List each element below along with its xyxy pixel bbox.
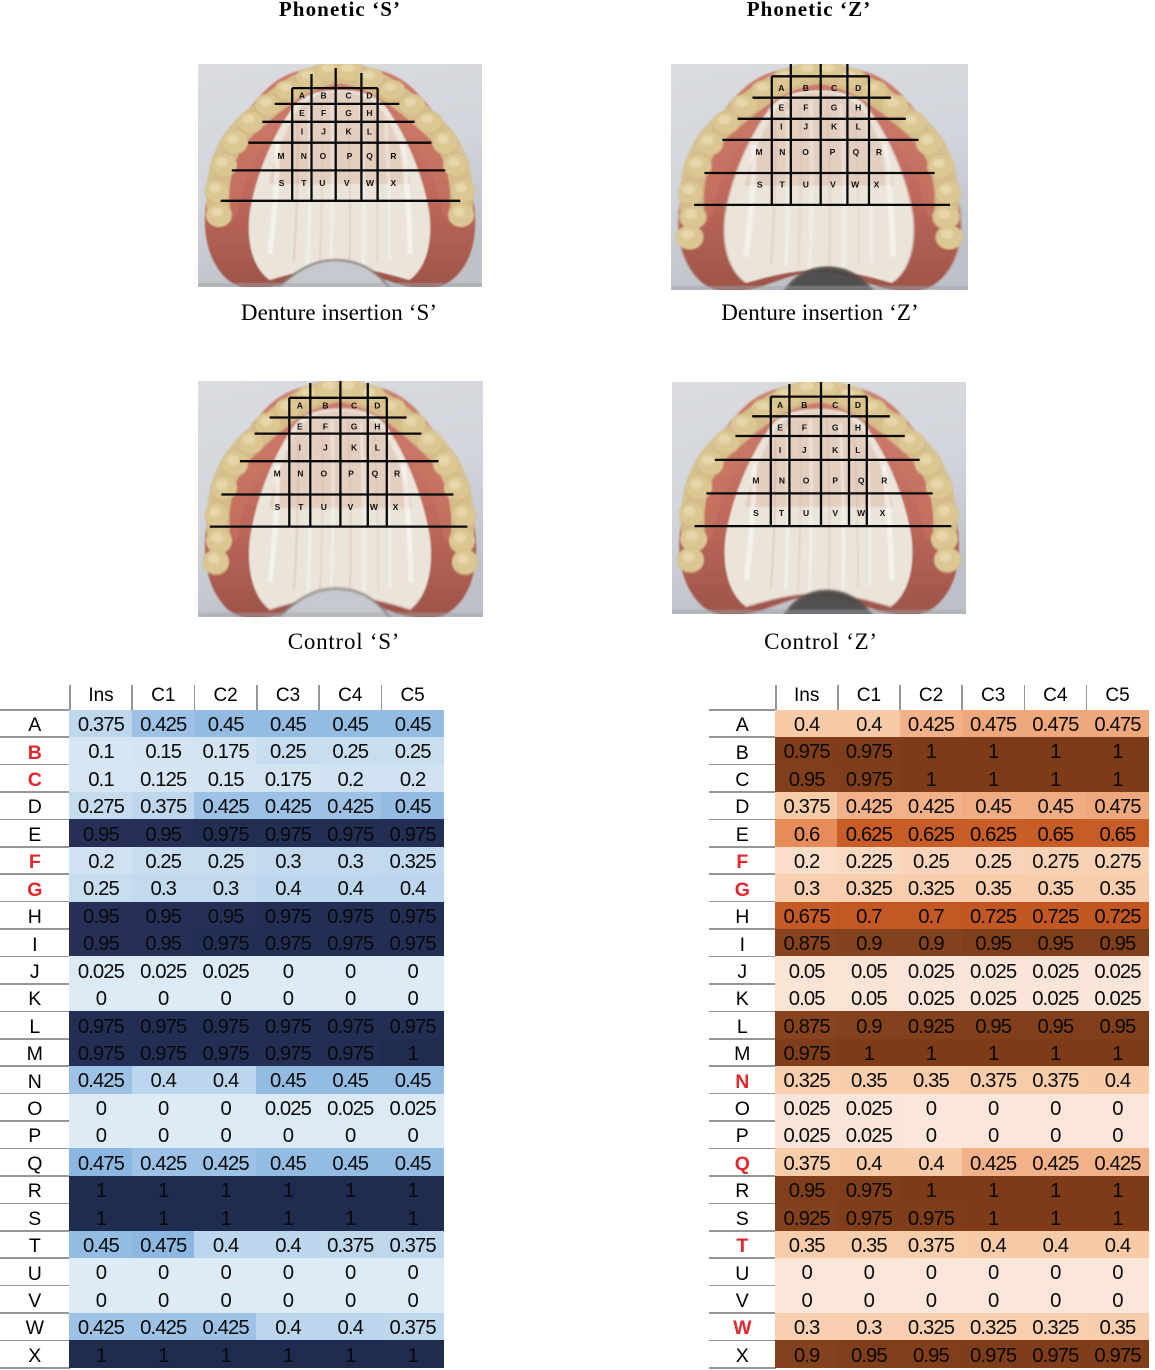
svg-text:X: X (393, 502, 399, 512)
svg-text:O: O (320, 151, 327, 161)
svg-text:T: T (301, 178, 307, 188)
svg-text:S: S (275, 502, 281, 512)
svg-text:X: X (880, 508, 886, 518)
svg-text:X: X (874, 179, 880, 189)
svg-text:I: I (299, 443, 301, 453)
svg-text:S: S (753, 508, 759, 518)
svg-text:U: U (803, 508, 809, 518)
svg-text:E: E (777, 423, 783, 433)
svg-text:M: M (277, 151, 284, 161)
svg-text:Q: Q (372, 469, 379, 479)
svg-text:G: G (832, 423, 839, 433)
svg-text:O: O (803, 476, 810, 486)
svg-text:G: G (351, 422, 358, 432)
svg-text:F: F (802, 423, 807, 433)
svg-text:G: G (345, 108, 352, 118)
svg-text:J: J (321, 127, 326, 137)
svg-text:R: R (876, 147, 882, 157)
svg-text:E: E (299, 108, 305, 118)
svg-text:V: V (348, 502, 354, 512)
svg-text:W: W (857, 508, 866, 518)
svg-text:G: G (831, 103, 838, 113)
svg-text:J: J (802, 445, 807, 455)
svg-text:B: B (801, 400, 807, 410)
svg-text:S: S (279, 178, 285, 188)
svg-text:A: A (777, 400, 783, 410)
svg-text:P: P (830, 147, 836, 157)
svg-text:T: T (779, 179, 785, 189)
svg-text:E: E (778, 103, 784, 113)
svg-text:S: S (757, 179, 763, 189)
svg-text:N: N (779, 476, 785, 486)
svg-text:I: I (301, 127, 303, 137)
svg-text:C: C (351, 401, 357, 411)
svg-text:C: C (346, 91, 352, 101)
svg-text:Q: Q (858, 476, 865, 486)
svg-text:Q: Q (853, 147, 860, 157)
svg-text:W: W (366, 178, 375, 188)
svg-text:F: F (803, 103, 808, 113)
svg-text:D: D (855, 400, 861, 410)
svg-text:M: M (274, 469, 281, 479)
svg-text:K: K (346, 127, 353, 137)
svg-text:V: V (344, 178, 350, 188)
svg-text:P: P (832, 476, 838, 486)
svg-text:J: J (803, 122, 808, 132)
svg-text:N: N (297, 469, 303, 479)
svg-text:B: B (322, 401, 328, 411)
svg-text:P: P (348, 469, 354, 479)
svg-text:K: K (351, 443, 358, 453)
svg-text:L: L (367, 127, 372, 137)
svg-text:A: A (778, 83, 784, 93)
svg-text:W: W (370, 502, 379, 512)
svg-text:D: D (855, 83, 861, 93)
svg-text:M: M (752, 476, 759, 486)
svg-text:U: U (803, 179, 809, 189)
svg-text:B: B (321, 91, 327, 101)
svg-text:L: L (375, 443, 380, 453)
svg-text:E: E (297, 422, 303, 432)
svg-text:A: A (297, 401, 303, 411)
svg-text:O: O (802, 147, 809, 157)
svg-text:C: C (831, 83, 837, 93)
svg-text:I: I (780, 122, 782, 132)
svg-text:H: H (366, 108, 372, 118)
svg-text:X: X (390, 178, 396, 188)
svg-text:C: C (832, 400, 838, 410)
svg-text:P: P (347, 151, 353, 161)
svg-text:N: N (301, 151, 307, 161)
svg-text:V: V (830, 179, 836, 189)
svg-text:T: T (779, 508, 785, 518)
svg-text:F: F (321, 108, 326, 118)
svg-text:R: R (390, 151, 396, 161)
svg-text:H: H (374, 422, 380, 432)
svg-text:U: U (321, 502, 327, 512)
svg-text:R: R (394, 469, 400, 479)
svg-text:W: W (851, 179, 860, 189)
svg-text:N: N (779, 147, 785, 157)
svg-text:K: K (832, 445, 839, 455)
svg-text:L: L (856, 122, 861, 132)
svg-text:J: J (323, 443, 328, 453)
svg-text:V: V (832, 508, 838, 518)
svg-text:H: H (855, 103, 861, 113)
svg-text:D: D (366, 91, 372, 101)
svg-text:F: F (323, 422, 328, 432)
svg-text:A: A (299, 91, 305, 101)
svg-text:B: B (803, 83, 809, 93)
svg-text:Q: Q (366, 151, 373, 161)
svg-text:U: U (319, 178, 325, 188)
svg-text:T: T (298, 502, 304, 512)
svg-text:K: K (831, 122, 838, 132)
svg-text:O: O (320, 469, 327, 479)
svg-text:L: L (855, 445, 860, 455)
svg-text:H: H (855, 423, 861, 433)
svg-text:D: D (374, 401, 380, 411)
svg-text:R: R (881, 476, 887, 486)
svg-text:I: I (779, 445, 781, 455)
svg-text:M: M (755, 147, 762, 157)
